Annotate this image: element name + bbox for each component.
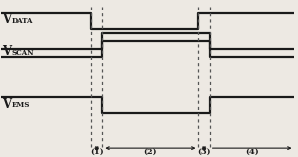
Text: EMS: EMS bbox=[11, 101, 30, 109]
Text: (4): (4) bbox=[245, 148, 259, 156]
Text: V: V bbox=[2, 14, 11, 26]
Text: (1): (1) bbox=[90, 148, 103, 156]
Text: V: V bbox=[2, 46, 11, 58]
Text: SCAN: SCAN bbox=[11, 49, 34, 57]
Text: (3): (3) bbox=[197, 148, 211, 156]
Text: (2): (2) bbox=[144, 148, 157, 156]
Text: DATA: DATA bbox=[11, 17, 33, 25]
Text: V: V bbox=[2, 97, 11, 111]
